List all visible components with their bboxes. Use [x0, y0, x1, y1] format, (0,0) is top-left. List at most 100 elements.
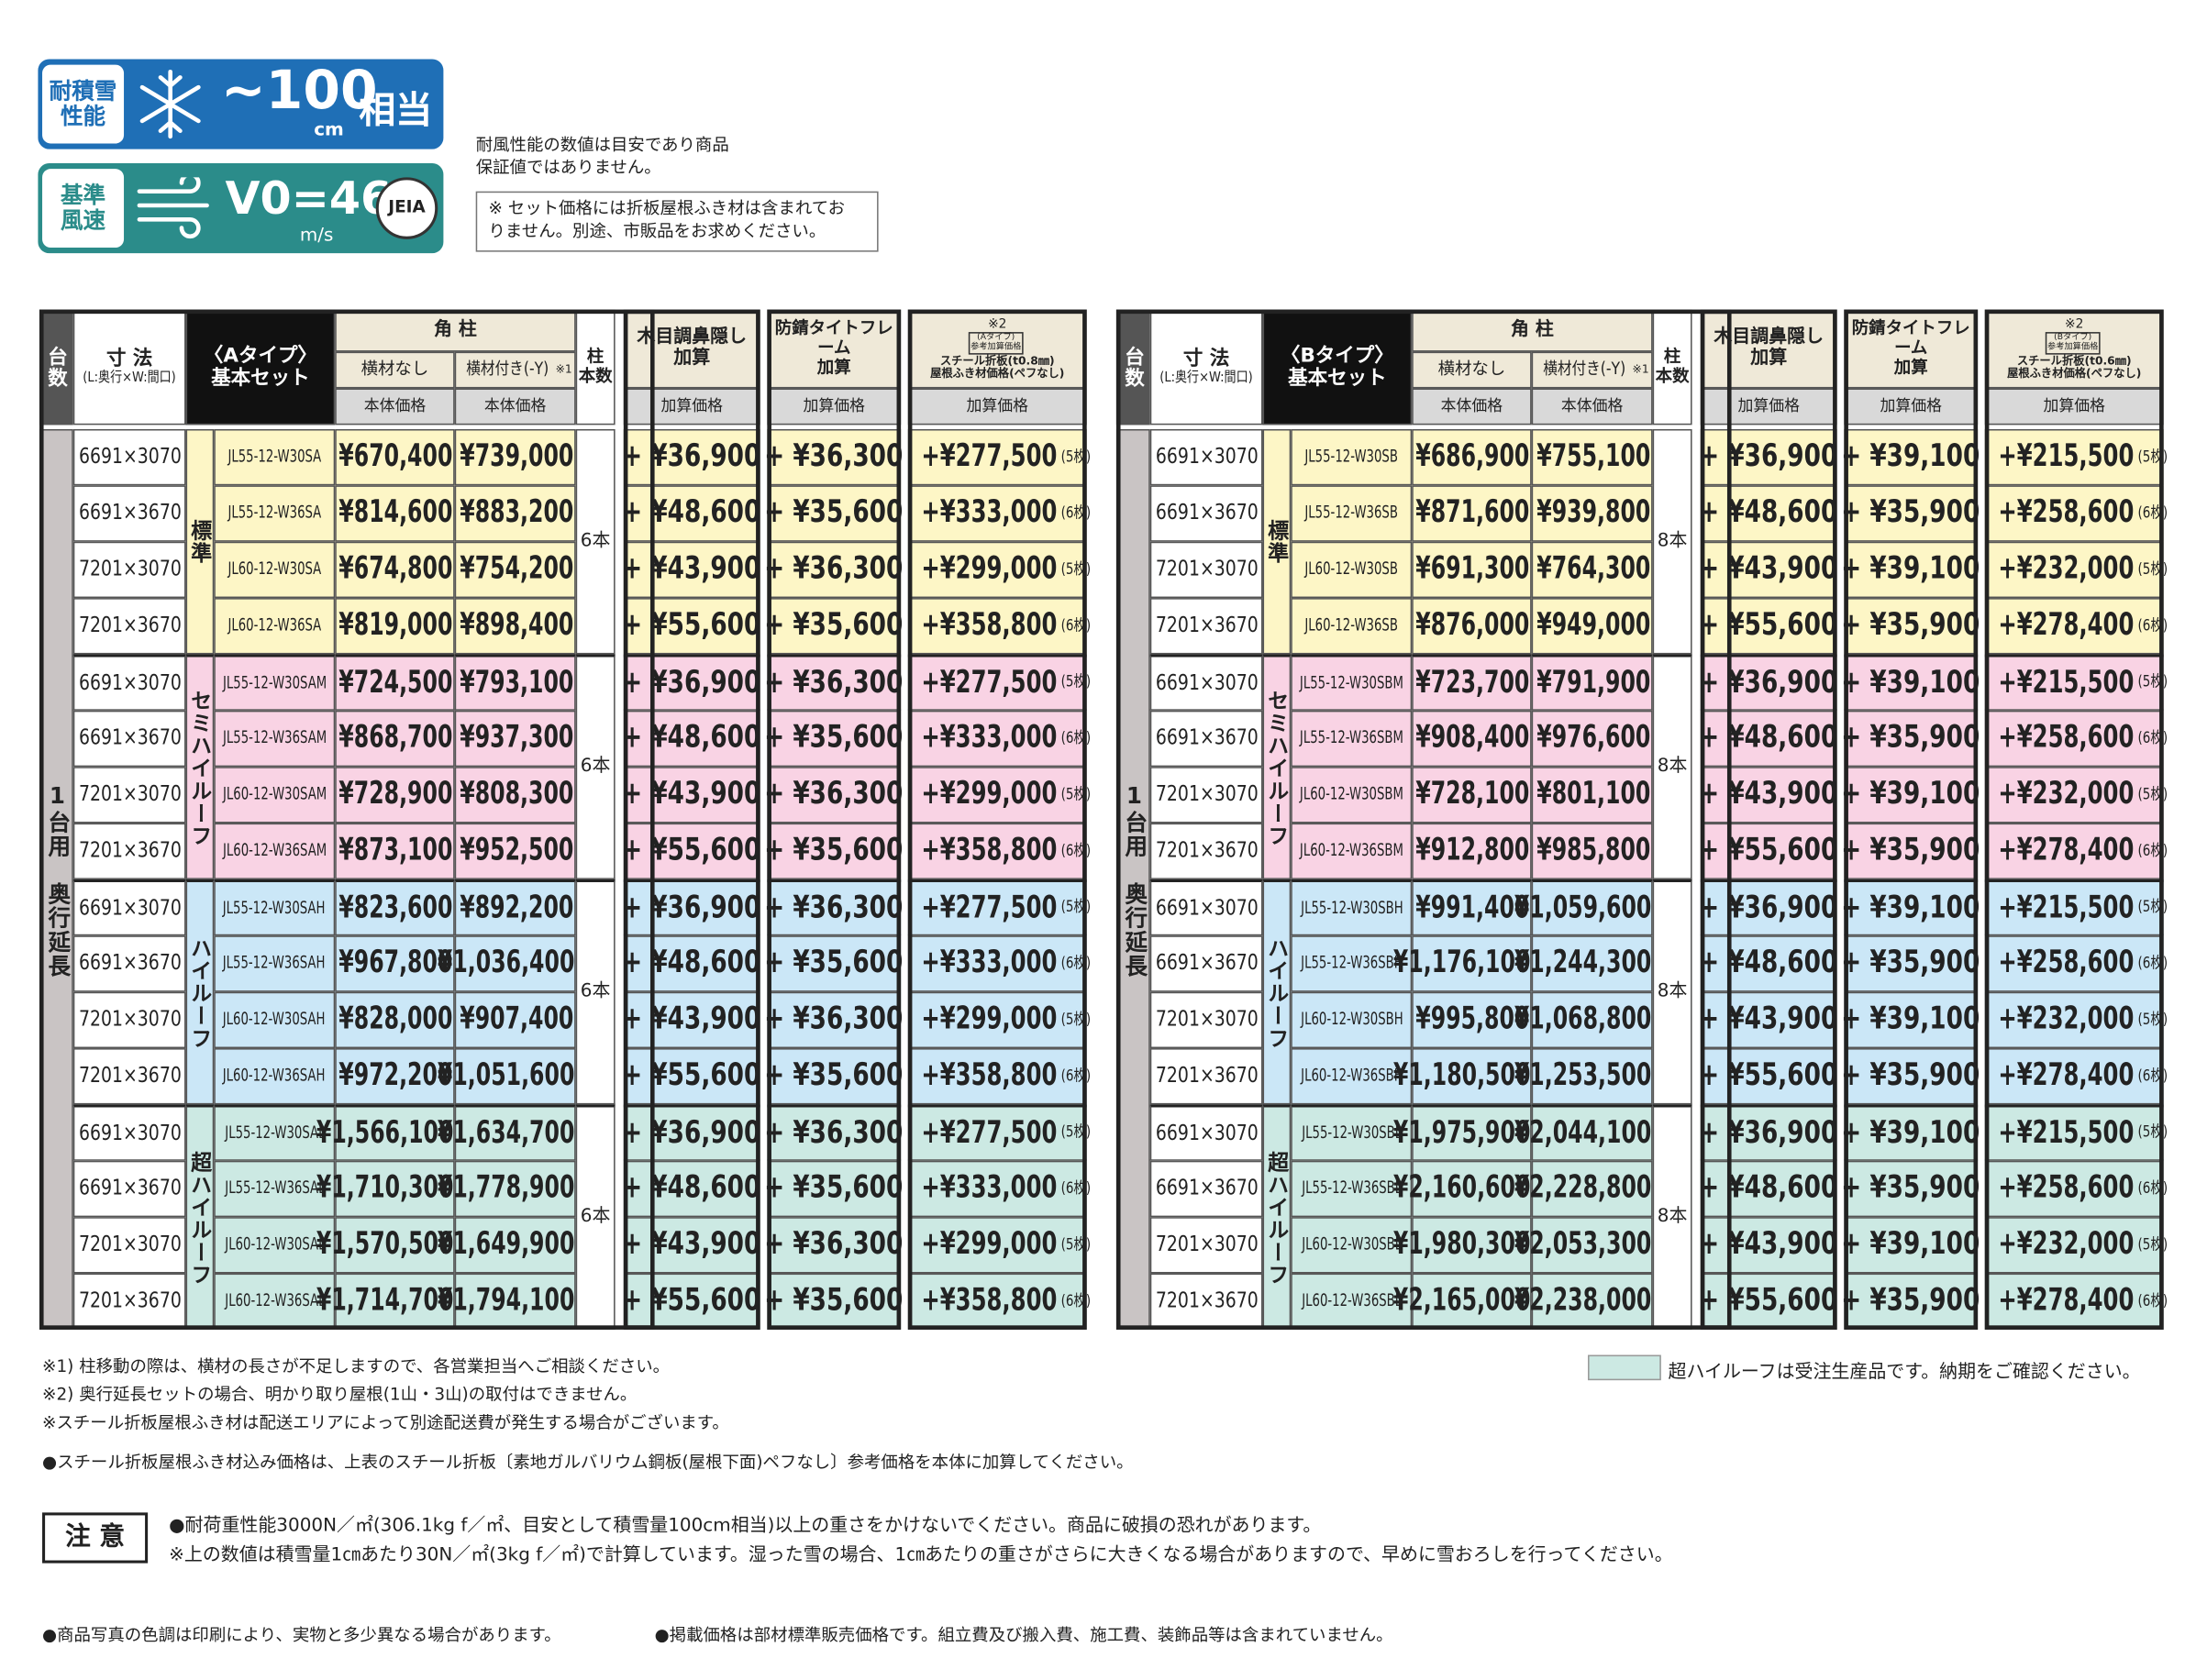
add-cell: + ¥43,900	[1699, 991, 1838, 1049]
add-price: + ¥39,100	[1841, 551, 1980, 588]
post-count: 8本	[1652, 654, 1692, 879]
add3-price: +¥278,400	[1998, 833, 2135, 869]
model: JL55-12-W36SBM	[1299, 727, 1403, 747]
add-cell: + ¥43,900	[1700, 767, 1838, 823]
add-price: + ¥55,600	[622, 608, 761, 644]
size: 6691×3670	[78, 724, 182, 751]
add3-price: +¥278,400	[1998, 1058, 2135, 1094]
size-cell: 6691×3670	[72, 710, 186, 768]
price-cell: ¥1,068,800	[1514, 991, 1653, 1049]
price-cell: ¥1,570,500	[316, 1217, 455, 1274]
size-cell: 7201×3070	[1149, 541, 1263, 599]
add-price: + ¥55,600	[1699, 1058, 1838, 1094]
price: ¥1,710,300	[316, 1171, 454, 1207]
wind-badge: 基準 風速 V0=46 m/s JEIA	[38, 162, 444, 254]
model-cell: JL55-12-W30SAL	[214, 1104, 336, 1161]
size: 7201×3070	[78, 556, 182, 582]
add-cell: + ¥35,900	[1842, 1160, 1980, 1218]
add-cell: + ¥55,600	[623, 823, 761, 879]
model-cell: JL55-12-W36SAM	[214, 710, 336, 768]
model: JL60-12-W30SBH	[1300, 1009, 1403, 1029]
snow-unit: cm	[314, 119, 344, 141]
add3-price: +¥215,500	[1998, 890, 2135, 926]
size-cell: 7201×3070	[72, 767, 186, 823]
sheets: (5枚)	[1060, 559, 1092, 579]
size-cell: 6691×3670	[1149, 710, 1263, 768]
add3-price: +¥277,500	[921, 439, 1058, 475]
size-cell: 6691×3670	[1149, 1160, 1263, 1218]
price-cell: ¥972,200	[335, 1048, 455, 1105]
price: ¥868,700	[339, 721, 454, 757]
add3-price: +¥358,800	[921, 833, 1058, 869]
add3-price: +¥215,500	[1998, 439, 2135, 475]
price-cell: ¥801,100	[1531, 767, 1653, 823]
price-cell: ¥1,778,900	[438, 1160, 576, 1218]
size-note: (L:奥行×W:間口)	[83, 370, 176, 386]
add3-cell: +¥278,400 (6枚)	[1984, 598, 2168, 655]
post-count: 6本	[575, 1104, 616, 1330]
add-price: + ¥35,900	[1841, 721, 1980, 757]
size-cell: 6691×3070	[1149, 879, 1263, 936]
sheets: (5枚)	[2137, 1122, 2168, 1142]
model: JL60-12-W36SAL	[224, 1290, 325, 1310]
add3-price: +¥215,500	[1998, 1115, 2135, 1151]
body-price-header: 本体価格	[335, 388, 455, 426]
add-cell: + ¥35,600	[765, 1273, 904, 1330]
size-cell: 6691×3070	[1149, 428, 1263, 486]
add3-label: スチール折板(t0.8㎜) 屋根ふき材価格(ペフなし)	[930, 354, 1065, 381]
add-price: + ¥35,900	[1841, 1283, 1980, 1320]
model-cell: JL55-12-W30SBL	[1291, 1104, 1413, 1161]
size: 7201×3670	[78, 837, 182, 864]
price: ¥912,800	[1416, 833, 1531, 869]
size-cell: 6691×3670	[72, 935, 186, 992]
price: ¥819,000	[339, 608, 454, 644]
add3-price: +¥277,500	[921, 665, 1058, 701]
model: JL60-12-W36SB	[1304, 614, 1399, 636]
add-price: + ¥43,900	[1699, 1001, 1838, 1038]
set-note: ※ セット価格には折板屋根ふき材は含まれてお りません。別途、市販品をお求めくだ…	[475, 191, 879, 252]
post-count: 8本	[1652, 428, 1692, 655]
price: ¥808,300	[460, 777, 575, 812]
add-cell: + ¥48,600	[1700, 485, 1838, 542]
add-cell: + ¥48,600	[623, 485, 761, 542]
add-cell: + ¥48,600	[623, 1160, 761, 1218]
add-cell: + ¥36,900	[1700, 428, 1838, 486]
count-header: 台数	[1115, 309, 1150, 426]
post-count-header: 柱 本数	[575, 309, 616, 426]
sheets: (5枚)	[1060, 672, 1092, 691]
price: ¥871,600	[1416, 495, 1531, 531]
model: JL55-12-W30SB	[1304, 446, 1399, 466]
add-price: + ¥36,900	[1699, 890, 1838, 926]
add-price: + ¥39,100	[1841, 439, 1980, 475]
price-cell: ¥739,000	[454, 428, 576, 486]
price-cell: ¥2,165,000	[1393, 1273, 1532, 1330]
price-cell: ¥898,400	[454, 598, 576, 655]
price: ¥754,200	[460, 551, 575, 588]
model: JL60-12-W36SAM	[222, 840, 327, 860]
price-cell: ¥892,200	[454, 879, 576, 936]
price-cell: ¥723,700	[1412, 654, 1532, 711]
add3-price: +¥333,000	[921, 495, 1058, 531]
caution-line: ※上の数値は積雪量1㎝あたり30N／㎡(3kg f／㎡)で計算しています。湿った…	[169, 1544, 1673, 1566]
size-note: (L:奥行×W:間口)	[1159, 370, 1253, 386]
model: JL55-12-W36SBH	[1300, 952, 1403, 973]
price: ¥728,900	[339, 777, 454, 812]
price-cell: ¥1,980,300	[1393, 1217, 1532, 1274]
price: ¥985,800	[1536, 833, 1652, 869]
add-cell: + ¥36,300	[765, 1104, 904, 1161]
size: 7201×3670	[1155, 1062, 1259, 1089]
sheets: (5枚)	[1060, 1010, 1092, 1029]
add-cell: + ¥35,600	[765, 598, 904, 655]
add-price: + ¥43,900	[622, 551, 761, 588]
sheets: (5枚)	[2137, 672, 2168, 691]
add-price: + ¥35,600	[764, 833, 904, 869]
add-cell: + ¥35,900	[1842, 598, 1980, 655]
add-cell: + ¥36,300	[765, 654, 904, 711]
price-cell: ¥828,000	[335, 991, 455, 1049]
snow-suffix: 相当	[359, 90, 433, 133]
no-beam-header: 横材なし	[1412, 351, 1532, 389]
add3-price: +¥333,000	[921, 721, 1058, 757]
size: 7201×3070	[1155, 1006, 1259, 1033]
with-beam-header: 横材付き(-Y) ※1	[1531, 351, 1653, 389]
price: ¥1,975,900	[1392, 1115, 1531, 1151]
